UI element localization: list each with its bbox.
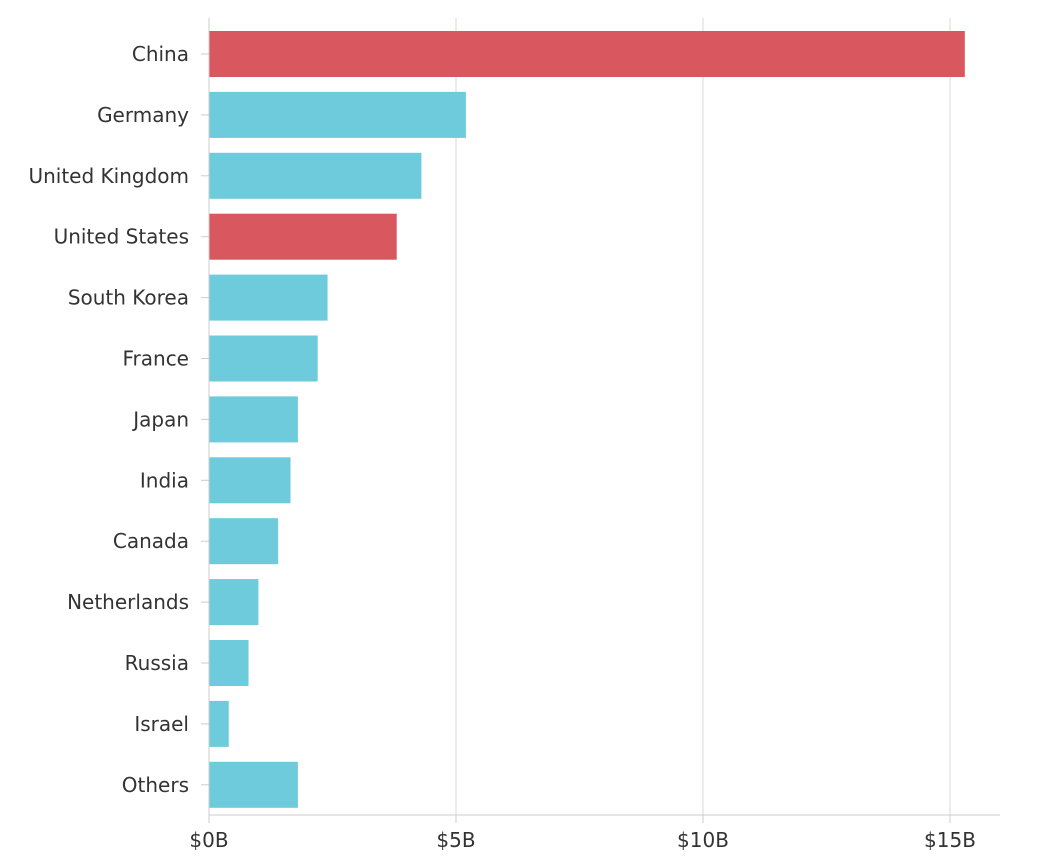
bar bbox=[209, 91, 466, 138]
bar bbox=[209, 335, 318, 382]
axes bbox=[201, 18, 1000, 823]
bar bbox=[209, 761, 298, 808]
gridlines bbox=[455, 18, 951, 815]
category-label: United Kingdom bbox=[28, 164, 189, 188]
category-label: Others bbox=[122, 773, 189, 797]
category-label: India bbox=[140, 468, 189, 492]
x-tick-label: $10B bbox=[677, 828, 729, 852]
bar bbox=[209, 640, 249, 686]
bar bbox=[209, 31, 965, 77]
category-label: Netherlands bbox=[67, 590, 189, 614]
category-label: South Korea bbox=[68, 286, 189, 310]
bar bbox=[209, 213, 397, 260]
category-label: United States bbox=[54, 225, 189, 249]
x-tick-label: $15B bbox=[924, 828, 976, 852]
bar bbox=[209, 274, 328, 321]
category-label: Russia bbox=[125, 651, 189, 675]
bar bbox=[209, 579, 259, 626]
category-label: Israel bbox=[134, 712, 189, 736]
labels: $0B $5B $10B $15B China Germany United Kingdom… bbox=[28, 42, 975, 852]
bar bbox=[209, 518, 279, 565]
x-tick-label: $0B bbox=[189, 828, 228, 852]
category-label: Germany bbox=[97, 103, 189, 127]
x-tick-label: $5B bbox=[436, 828, 475, 852]
bar bbox=[209, 396, 298, 443]
category-label: Japan bbox=[131, 407, 189, 431]
bar bbox=[209, 457, 291, 504]
category-label: Canada bbox=[113, 529, 189, 553]
bars bbox=[209, 31, 965, 808]
category-label: China bbox=[132, 42, 189, 66]
category-label: France bbox=[122, 347, 189, 371]
bar bbox=[209, 152, 422, 199]
bar bbox=[209, 700, 229, 747]
